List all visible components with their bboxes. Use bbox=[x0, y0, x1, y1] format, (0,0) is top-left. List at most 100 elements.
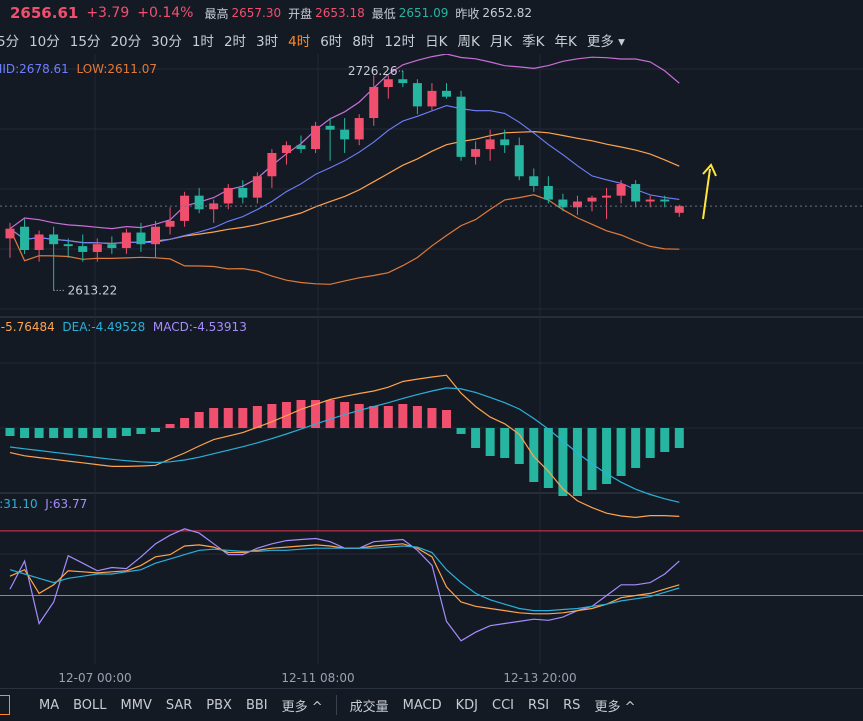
macd-bar bbox=[471, 428, 481, 448]
indicator-tabs: MA BOLL MMV SAR PBX BBI 更多 ^ 成交量 MACD KDJ CCI RSI RS… bbox=[0, 688, 863, 721]
period-tab-4[interactable]: 30分 bbox=[151, 34, 182, 50]
period-tab-13[interactable]: 周K bbox=[457, 34, 480, 50]
macd-bar bbox=[631, 428, 641, 468]
indicator-tab-13[interactable]: 更多 ^ bbox=[594, 699, 636, 715]
indicator-tab-6[interactable]: 更多 ^ bbox=[281, 699, 323, 715]
macd-bar bbox=[165, 424, 175, 428]
candle-body bbox=[296, 145, 306, 150]
period-tab-16[interactable]: 年K bbox=[554, 34, 577, 50]
indicator-tab-3[interactable]: SAR bbox=[165, 697, 193, 713]
kline-chart[interactable]: 2726.26 2613.22 12-07 00:00 12-11 08:00 12-1… bbox=[0, 54, 863, 688]
indicator-tab-12[interactable]: RS bbox=[563, 697, 581, 713]
candle-body bbox=[311, 125, 321, 150]
low-label: 最低 bbox=[371, 6, 396, 21]
macd-bar bbox=[660, 428, 670, 452]
indicator-tab-4[interactable]: PBX bbox=[206, 697, 232, 713]
indicator-tab-2[interactable]: MMV bbox=[120, 697, 152, 713]
candle-body bbox=[49, 234, 59, 245]
candle-body bbox=[514, 145, 524, 177]
macd-bar bbox=[223, 408, 233, 428]
indicator-tab-7[interactable]: 成交量 bbox=[349, 699, 389, 715]
candle-body bbox=[660, 199, 670, 202]
candle-body bbox=[194, 195, 204, 210]
candle-body bbox=[223, 187, 233, 204]
macd-bar bbox=[311, 400, 321, 428]
min-price-label: 2613.22 bbox=[68, 283, 118, 297]
macd-bar bbox=[354, 404, 364, 428]
boll-low-value: LOW:2611.07 bbox=[76, 62, 157, 76]
prev-close-label: 昨收 bbox=[455, 6, 480, 21]
macd-bar bbox=[602, 428, 612, 484]
open-label: 开盘 bbox=[288, 6, 313, 21]
macd-bar bbox=[398, 404, 408, 428]
macd-bar bbox=[543, 428, 553, 488]
price-change: +3.79 bbox=[86, 5, 130, 21]
period-tab-14[interactable]: 月K bbox=[489, 34, 513, 50]
indicator-tab-11[interactable]: RSI bbox=[528, 697, 550, 713]
candle-body bbox=[107, 244, 117, 249]
candle-body bbox=[136, 232, 146, 245]
macd-bar bbox=[252, 406, 262, 428]
period-tab-9[interactable]: 6时 bbox=[320, 34, 343, 50]
candle-body bbox=[267, 152, 277, 177]
last-price: 2656.61 bbox=[10, 4, 79, 22]
period-tab-0[interactable]: 5分 bbox=[0, 34, 20, 50]
candle-body bbox=[543, 185, 553, 200]
indicator-tab-1[interactable]: BOLL bbox=[73, 697, 107, 713]
candle-body bbox=[281, 145, 291, 153]
macd-value: MACD:-4.53913 bbox=[152, 320, 247, 334]
candle-body bbox=[471, 149, 481, 157]
indicator-tab-5[interactable]: BBI bbox=[245, 697, 268, 713]
kdj-j-line bbox=[9, 528, 680, 642]
indicator-tab-0[interactable]: MA bbox=[39, 697, 60, 713]
indicator-tab-9[interactable]: KDJ bbox=[455, 697, 479, 713]
macd-bar bbox=[427, 408, 437, 428]
time-axis-label: 12-07 00:00 bbox=[58, 671, 131, 685]
period-tab-7[interactable]: 3时 bbox=[256, 34, 279, 50]
period-tab-10[interactable]: 8时 bbox=[352, 34, 375, 50]
macd-bar bbox=[49, 428, 59, 438]
high-value: 2657.30 bbox=[231, 6, 282, 20]
period-tab-3[interactable]: 20分 bbox=[110, 34, 142, 50]
ma-line bbox=[9, 105, 680, 245]
macd-bar bbox=[500, 428, 510, 458]
candle-body bbox=[442, 90, 451, 97]
candle-body bbox=[456, 96, 466, 157]
macd-bar bbox=[383, 406, 393, 428]
period-tab-1[interactable]: 10分 bbox=[29, 34, 60, 50]
trend-arrow-head bbox=[702, 163, 717, 177]
candle-body bbox=[631, 184, 641, 202]
candle-body bbox=[252, 176, 262, 198]
period-tabs: 5分 10分 15分 20分 30分 1时 2时 3时 4时 6时 8时 12时 日K 周K 月K 季K 年K 更… bbox=[0, 27, 855, 53]
low-value: 2651.09 bbox=[398, 6, 449, 20]
tab-divider bbox=[335, 695, 337, 715]
macd-bar bbox=[151, 428, 160, 432]
indicator-tab-10[interactable]: CCI bbox=[492, 697, 515, 713]
macd-bar bbox=[5, 428, 15, 436]
period-tab-8[interactable]: 4时 bbox=[288, 34, 311, 50]
period-tab-2[interactable]: 15分 bbox=[69, 34, 101, 50]
macd-bar bbox=[92, 428, 102, 438]
period-tab-5[interactable]: 1时 bbox=[191, 34, 214, 50]
time-axis-label: 12-13 20:00 bbox=[503, 671, 576, 685]
candle-body bbox=[602, 195, 612, 198]
period-tab-12[interactable]: 日K bbox=[425, 34, 448, 50]
candle-body bbox=[485, 139, 495, 150]
high-label: 最高 bbox=[204, 6, 229, 21]
collapse-handle[interactable] bbox=[0, 695, 10, 715]
dif-value: DIF:-5.76484 bbox=[0, 320, 55, 334]
candle-body bbox=[5, 228, 15, 239]
macd-bar bbox=[325, 400, 335, 428]
period-tab-15[interactable]: 季K bbox=[522, 34, 545, 50]
macd-bar bbox=[238, 408, 248, 428]
candle-body bbox=[572, 201, 582, 208]
indicator-tab-8[interactable]: MACD bbox=[402, 697, 442, 713]
macd-bar bbox=[194, 412, 204, 428]
candle-body bbox=[63, 244, 73, 247]
period-tab-11[interactable]: 12时 bbox=[384, 34, 416, 50]
candle-body bbox=[616, 184, 626, 196]
period-tab-6[interactable]: 2时 bbox=[223, 34, 247, 50]
candle-body bbox=[238, 187, 248, 198]
macd-bar bbox=[63, 428, 73, 438]
period-tab-17[interactable]: 更多 ▾ bbox=[586, 34, 625, 50]
